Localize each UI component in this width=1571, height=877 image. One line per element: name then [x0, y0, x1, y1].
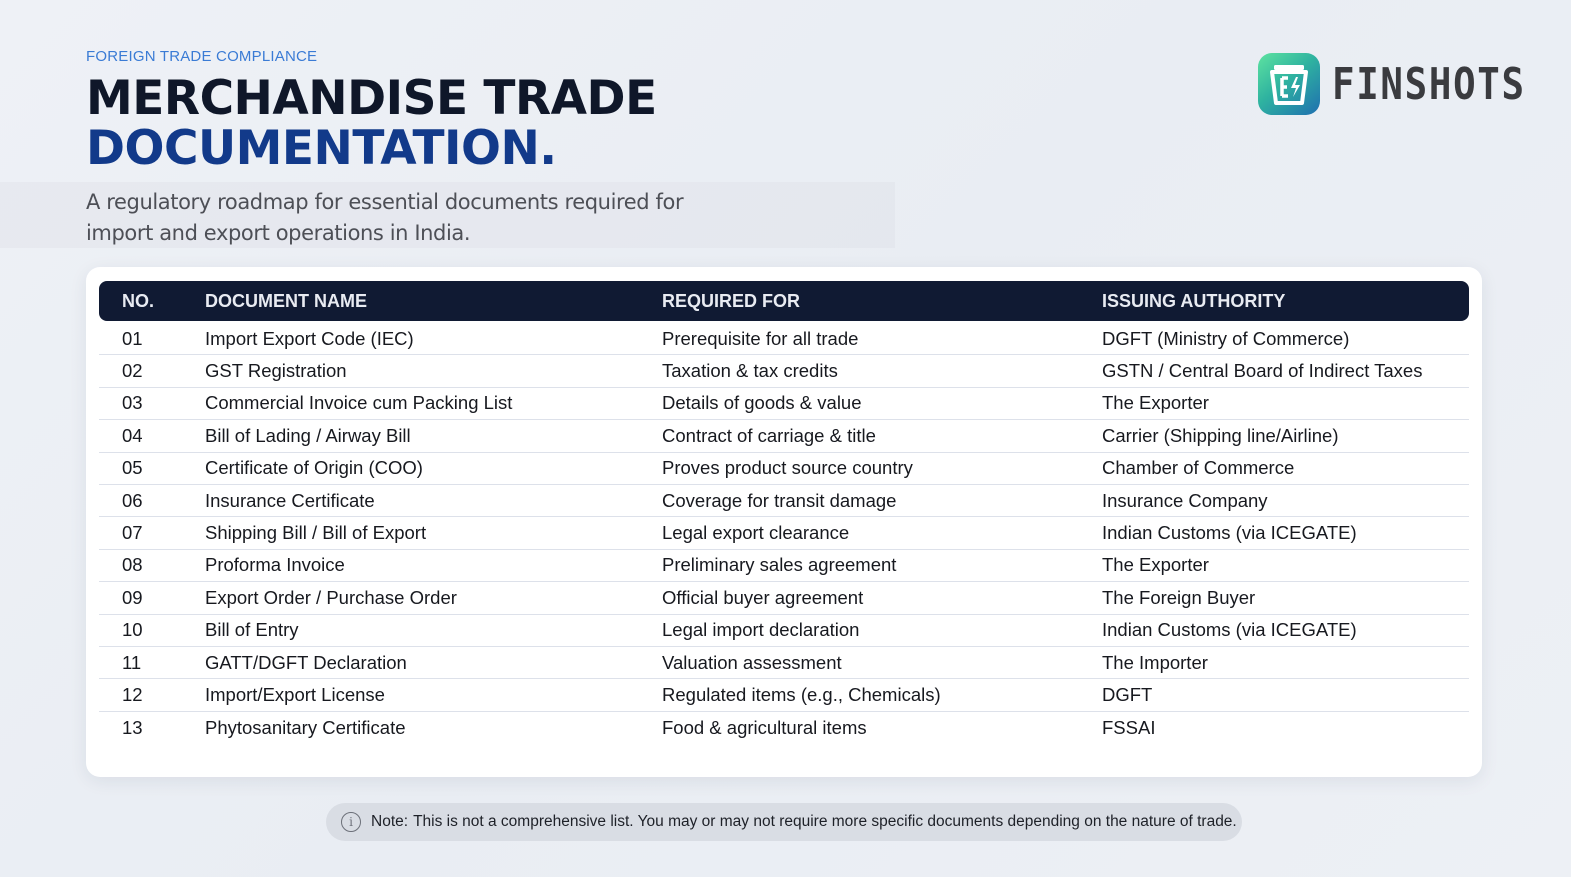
- cell-issuing-authority: Carrier (Shipping line/Airline): [1102, 424, 1339, 446]
- table-body: 01 Import Export Code (IEC) Prerequisite f…: [99, 323, 1469, 744]
- note-text: This is not a comprehensive list. You ma…: [413, 813, 1237, 830]
- cell-required-for: Coverage for transit damage: [662, 489, 897, 511]
- table-row: 08 Proforma Invoice Preliminary sales agre…: [99, 550, 1469, 583]
- column-header-no: NO.: [122, 290, 155, 311]
- column-header-document-name: DOCUMENT NAME: [205, 290, 367, 311]
- cell-no: 02: [122, 360, 143, 382]
- table-row: 06 Insurance Certificate Coverage for tran…: [99, 485, 1469, 518]
- column-header-required-for: REQUIRED FOR: [662, 290, 801, 311]
- subtitle-band: [0, 182, 895, 248]
- cell-document-name: Insurance Certificate: [205, 489, 375, 511]
- cell-document-name: Bill of Entry: [205, 619, 299, 641]
- cell-required-for: Proves product source country: [662, 457, 913, 479]
- table-row: 04 Bill of Lading / Airway Bill Contract o…: [99, 420, 1469, 453]
- note-label: Note:: [371, 813, 409, 830]
- cell-document-name: Proforma Invoice: [205, 554, 345, 576]
- cell-document-name: Export Order / Purchase Order: [205, 586, 457, 608]
- cell-required-for: Prerequisite for all trade: [662, 327, 859, 349]
- brand-logo: FINSHOTS: [1258, 53, 1560, 115]
- cell-issuing-authority: FSSAI: [1102, 716, 1156, 738]
- cell-issuing-authority: The Foreign Buyer: [1102, 586, 1256, 608]
- info-icon: i: [341, 812, 361, 832]
- page-title: MERCHANDISE TRADE DOCUMENTATION.: [86, 74, 657, 174]
- cell-no: 11: [122, 651, 142, 673]
- cell-document-name: Phytosanitary Certificate: [205, 716, 406, 738]
- cell-document-name: Bill of Lading / Airway Bill: [205, 424, 411, 446]
- cell-issuing-authority: DGFT: [1102, 683, 1153, 705]
- cell-no: 06: [122, 489, 143, 511]
- cell-document-name: GATT/DGFT Declaration: [205, 651, 407, 673]
- cell-issuing-authority: The Exporter: [1102, 554, 1209, 576]
- column-header-issuing-authority: ISSUING AUTHORITY: [1102, 290, 1286, 311]
- title-line-2: DOCUMENTATION.: [86, 121, 557, 176]
- cell-issuing-authority: GSTN / Central Board of Indirect Taxes: [1102, 360, 1423, 382]
- cell-issuing-authority: The Exporter: [1102, 392, 1209, 414]
- brand-name: FINSHOTS: [1332, 58, 1526, 110]
- cell-issuing-authority: Indian Customs (via ICEGATE): [1102, 619, 1357, 641]
- disclaimer-note: i Note: This is not a comprehensive list…: [326, 803, 1242, 841]
- cell-no: 03: [122, 392, 143, 414]
- table-row: 05 Certificate of Origin (COO) Proves prod…: [99, 453, 1469, 485]
- finshots-cup-logo-icon: [1258, 53, 1320, 115]
- cell-issuing-authority: The Importer: [1102, 651, 1208, 673]
- cell-no: 13: [122, 716, 143, 738]
- table-row: 01 Import Export Code (IEC) Prerequisite f…: [99, 323, 1469, 356]
- table-row: 07 Shipping Bill / Bill of Export Legal ex…: [99, 517, 1469, 550]
- cell-document-name: Import/Export License: [205, 683, 385, 705]
- cell-no: 10: [122, 619, 143, 641]
- page-subtitle: A regulatory roadmap for essential docum…: [86, 190, 684, 245]
- table-row: 02 GST Registration Taxation & tax credits…: [99, 355, 1469, 388]
- cell-required-for: Legal import declaration: [662, 619, 860, 641]
- cell-required-for: Details of goods & value: [662, 392, 862, 414]
- cell-required-for: Valuation assessment: [662, 651, 842, 673]
- table-row: 09 Export Order / Purchase Order Official …: [99, 582, 1469, 615]
- documents-table-card: NO. DOCUMENT NAME REQUIRED FOR ISSUING A…: [86, 267, 1482, 777]
- table-row: 13 Phytosanitary Certificate Food & agricu…: [99, 712, 1469, 744]
- table-row: 10 Bill of Entry Legal import declaration I…: [99, 615, 1469, 647]
- cell-no: 09: [122, 586, 143, 608]
- cell-document-name: Import Export Code (IEC): [205, 327, 414, 349]
- cell-no: 04: [122, 424, 143, 446]
- cell-required-for: Legal export clearance: [662, 522, 850, 544]
- cell-document-name: Certificate of Origin (COO): [205, 457, 423, 479]
- cell-no: 12: [122, 683, 143, 705]
- table-row: 11 GATT/DGFT Declaration Valuation assessm…: [99, 647, 1469, 680]
- cell-no: 07: [122, 522, 143, 544]
- eyebrow-label: FOREIGN TRADE COMPLIANCE: [86, 48, 318, 65]
- table-header: NO. DOCUMENT NAME REQUIRED FOR ISSUING A…: [99, 281, 1469, 321]
- cell-required-for: Contract of carriage & title: [662, 424, 876, 446]
- cell-issuing-authority: DGFT (Ministry of Commerce): [1102, 327, 1350, 349]
- cell-issuing-authority: Insurance Company: [1102, 489, 1268, 511]
- cell-required-for: Regulated items (e.g., Chemicals): [662, 683, 941, 705]
- cell-no: 01: [122, 327, 143, 349]
- table-row: 12 Import/Export License Regulated items (…: [99, 679, 1469, 712]
- cell-required-for: Official buyer agreement: [662, 586, 864, 608]
- cell-issuing-authority: Indian Customs (via ICEGATE): [1102, 522, 1357, 544]
- cell-document-name: Commercial Invoice cum Packing List: [205, 392, 513, 414]
- cell-document-name: GST Registration: [205, 360, 347, 382]
- cell-issuing-authority: Chamber of Commerce: [1102, 457, 1295, 479]
- cell-required-for: Taxation & tax credits: [662, 360, 838, 382]
- cell-document-name: Shipping Bill / Bill of Export: [205, 522, 427, 544]
- title-line-1: MERCHANDISE TRADE: [86, 71, 657, 126]
- cell-required-for: Preliminary sales agreement: [662, 554, 897, 576]
- cell-no: 08: [122, 554, 143, 576]
- cell-no: 05: [122, 457, 143, 479]
- table-row: 03 Commercial Invoice cum Packing List Det…: [99, 388, 1469, 421]
- cell-required-for: Food & agricultural items: [662, 716, 867, 738]
